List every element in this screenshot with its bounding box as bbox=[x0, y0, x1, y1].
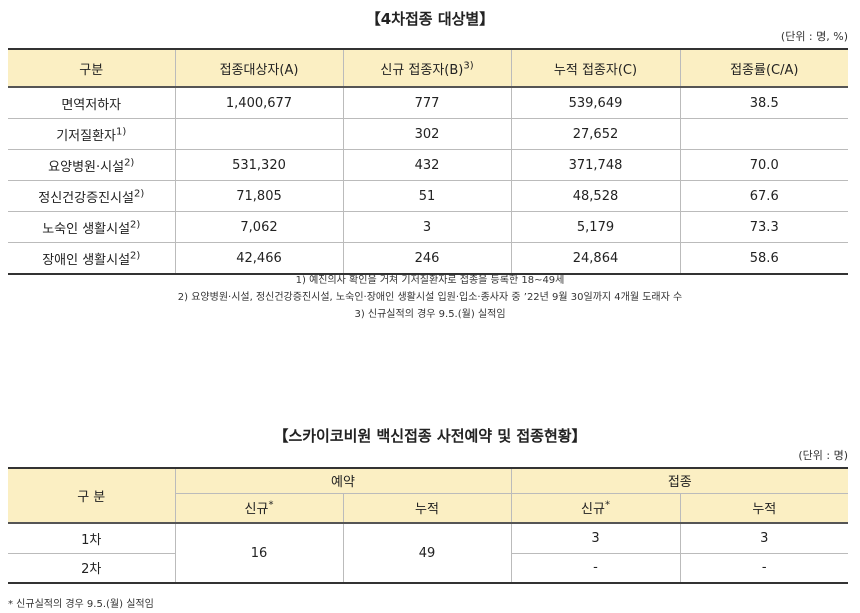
table-row: 면역저하자 1,400,677 777 539,649 38.5 bbox=[8, 87, 848, 119]
cell-new: 51 bbox=[342, 180, 511, 212]
subheader-vaccination-cumulative: 누적 bbox=[679, 493, 849, 524]
cell-reservation-new: 16 bbox=[174, 523, 343, 583]
table-subheader-row: 신규* 누적 신규* 누적 bbox=[8, 493, 849, 524]
table-row: 요양병원·시설2) 531,320 432 371,748 70.0 bbox=[8, 149, 848, 181]
table-row: 정신건강증진시설2) 71,805 51 48,528 67.6 bbox=[8, 180, 848, 212]
row-label-dose2: 2차 bbox=[81, 562, 102, 578]
row-label: 정신건강증진시설2) bbox=[8, 180, 175, 212]
cell-cumulative: 48,528 bbox=[510, 180, 680, 212]
cell-cumulative: 24,864 bbox=[510, 242, 680, 274]
cell-rate: 67.6 bbox=[679, 180, 848, 212]
cell-new: 3 bbox=[342, 211, 511, 243]
cell-vaccination-cumulative: - bbox=[679, 553, 849, 583]
header-vaccination: 접종 bbox=[510, 468, 849, 494]
cell-target: 531,320 bbox=[174, 149, 343, 181]
row-label: 면역저하자 bbox=[8, 87, 175, 119]
header-cumulative-vaccinated: 누적 접종자(C) bbox=[510, 49, 680, 88]
subheader-vaccination-new: 신규* bbox=[510, 493, 681, 524]
cell-new: 246 bbox=[342, 242, 511, 274]
cell-vaccination-new: 3 bbox=[510, 523, 681, 554]
table-row: 장애인 생활시설2) 42,466 246 24,864 58.6 bbox=[8, 242, 848, 274]
header-category: 구 분 bbox=[8, 468, 175, 524]
section1-title: 【4차접종 대상별】 bbox=[365, 10, 495, 28]
header-reservation: 예약 bbox=[174, 468, 512, 494]
cell-cumulative: 539,649 bbox=[510, 87, 680, 119]
header-vaccination-rate: 접종률(C/A) bbox=[679, 49, 848, 88]
table-row: 노숙인 생활시설2) 7,062 3 5,179 73.3 bbox=[8, 211, 848, 243]
table-row: 1차 16 49 3 3 bbox=[8, 523, 849, 583]
row-label: 기저질환자1) bbox=[8, 118, 175, 150]
cell-rate: 38.5 bbox=[679, 87, 848, 119]
section2-title: 【스카이코비원 백신접종 사전예약 및 접종현황】 bbox=[273, 427, 587, 445]
cell-new: 302 bbox=[342, 118, 511, 150]
cell-rate: 73.3 bbox=[679, 211, 848, 243]
cell-target bbox=[174, 118, 343, 150]
cell-target: 71,805 bbox=[174, 180, 343, 212]
table-row: 2차 - - bbox=[8, 553, 849, 583]
section1-unit: (단위 : 명, %) bbox=[780, 30, 848, 43]
header-target-population: 접종대상자(A) bbox=[174, 49, 343, 88]
cell-new: 777 bbox=[342, 87, 511, 119]
subheader-reservation-cumulative: 누적 bbox=[342, 493, 512, 524]
row-label-dose1: 1차 bbox=[8, 523, 175, 554]
cell-target: 42,466 bbox=[174, 242, 343, 274]
section1-notes: 1) 예진의사 확인을 거쳐 기저질환자로 접종을 등록한 18~49세 2) … bbox=[0, 272, 860, 323]
cell-reservation-cumulative: 49 bbox=[342, 523, 512, 583]
vaccination-by-target-table: 구분 접종대상자(A) 신규 접종자(B)3) 누적 접종자(C) 접종률(C/… bbox=[8, 48, 848, 275]
note-2: 2) 요양병원·시설, 정신건강증진시설, 노숙인·장애인 생활시설 입원·입소… bbox=[177, 292, 683, 303]
section2-unit: (단위 : 명) bbox=[798, 449, 848, 462]
cell-vaccination-new: - bbox=[510, 553, 681, 583]
cell-new: 432 bbox=[342, 149, 511, 181]
cell-target: 1,400,677 bbox=[174, 87, 343, 119]
cell-vaccination-cumulative: 3 bbox=[679, 523, 849, 554]
header-new-vaccinated: 신규 접종자(B)3) bbox=[342, 49, 511, 88]
table-header-row: 구분 접종대상자(A) 신규 접종자(B)3) 누적 접종자(C) 접종률(C/… bbox=[8, 49, 848, 88]
table-row: 기저질환자1) 302 27,652 bbox=[8, 118, 848, 150]
cell-rate: 70.0 bbox=[679, 149, 848, 181]
row-label: 요양병원·시설2) bbox=[8, 149, 175, 181]
section2-footnote: * 신규실적의 경우 9.5.(월) 실적임 bbox=[8, 599, 154, 610]
skycovione-status-table: 구 분 예약 접종 신규* 누적 신규* 누적 1차 16 49 3 3 2차 … bbox=[8, 467, 849, 584]
note-3: 3) 신규실적의 경우 9.5.(월) 실적임 bbox=[354, 309, 506, 320]
cell-target: 7,062 bbox=[174, 211, 343, 243]
row-label: 노숙인 생활시설2) bbox=[8, 211, 175, 243]
cell-rate: 58.6 bbox=[679, 242, 848, 274]
note-1: 1) 예진의사 확인을 거쳐 기저질환자로 접종을 등록한 18~49세 bbox=[295, 275, 565, 286]
row-label: 장애인 생활시설2) bbox=[42, 250, 141, 268]
cell-cumulative: 5,179 bbox=[510, 211, 680, 243]
subheader-reservation-new: 신규* bbox=[174, 493, 343, 524]
header-category: 구분 bbox=[8, 49, 175, 88]
cell-cumulative: 371,748 bbox=[510, 149, 680, 181]
cell-rate bbox=[679, 118, 848, 150]
table-header-row: 구 분 예약 접종 bbox=[8, 468, 849, 524]
cell-cumulative: 27,652 bbox=[510, 118, 680, 150]
